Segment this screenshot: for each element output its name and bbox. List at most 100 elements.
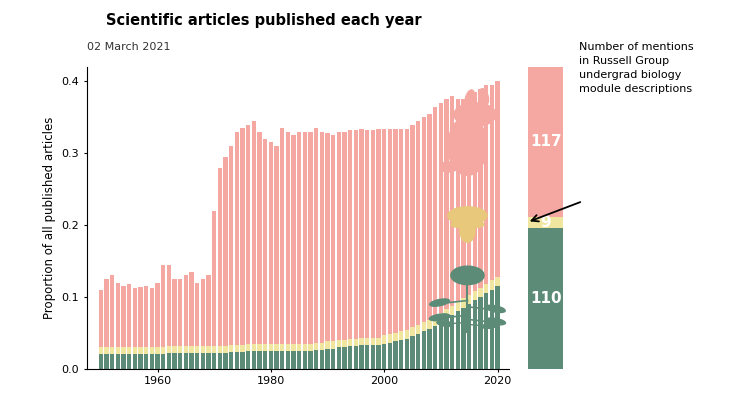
Bar [286,351,290,369]
Bar [354,339,358,346]
Bar [178,279,182,346]
Bar [479,88,483,287]
Bar [461,308,466,369]
Bar [144,354,149,369]
Ellipse shape [480,89,489,104]
Bar [405,330,409,339]
Bar [297,351,302,369]
Bar [223,353,228,369]
Bar [229,146,233,345]
Bar [308,132,313,344]
Bar [173,279,176,346]
Bar [342,132,347,340]
Bar [178,346,182,353]
Bar [110,354,115,369]
Bar [399,129,403,331]
Y-axis label: Proportion of all published articles: Proportion of all published articles [43,117,56,319]
Bar [207,346,210,353]
Bar [405,339,409,369]
Bar [394,333,397,341]
Bar [348,339,352,346]
Bar [529,67,563,217]
Bar [382,335,386,344]
Bar [394,341,397,369]
Bar [99,290,103,347]
Bar [314,128,318,343]
Bar [280,344,284,352]
Bar [263,352,268,369]
Bar [99,347,103,354]
Circle shape [454,103,496,126]
Ellipse shape [486,318,505,325]
Bar [337,347,341,369]
Bar [490,85,494,280]
Bar [467,295,471,304]
Ellipse shape [482,323,498,328]
Bar [416,325,421,334]
Bar [268,352,273,369]
Circle shape [451,266,484,285]
Bar [461,298,466,308]
Bar [473,92,477,291]
Bar [297,132,302,344]
Bar [388,334,392,343]
Bar [360,129,363,338]
Bar [473,291,477,300]
Bar [144,286,149,347]
Text: 110: 110 [530,291,562,306]
Bar [201,279,205,346]
Text: Number of mentions
in Russell Group
undergrad biology
module descriptions: Number of mentions in Russell Group unde… [579,42,694,94]
Bar [360,345,363,369]
Bar [189,346,194,353]
Bar [110,347,115,354]
Bar [139,287,143,347]
Bar [456,302,460,311]
Bar [161,354,165,369]
Bar [479,287,483,297]
Bar [410,124,415,327]
Bar [365,345,369,369]
Bar [195,346,199,353]
Bar [257,344,262,352]
Bar [410,327,415,336]
Bar [127,284,131,347]
Bar [104,347,109,354]
Bar [297,344,302,351]
Bar [439,313,443,322]
Ellipse shape [486,305,505,313]
Bar [428,329,432,369]
Text: 9: 9 [541,215,551,230]
Bar [382,129,386,335]
Bar [484,284,489,293]
Bar [467,304,471,369]
Bar [252,344,256,352]
Bar [252,121,256,344]
Bar [116,347,120,354]
Bar [371,129,375,338]
Bar [241,128,245,345]
Bar [218,353,222,369]
Bar [189,353,194,369]
Bar [229,345,233,352]
Ellipse shape [448,116,487,175]
Bar [416,334,421,369]
Bar [201,346,205,353]
Bar [263,139,268,344]
Bar [218,168,222,346]
Bar [139,347,143,354]
Bar [439,322,443,369]
Bar [314,350,318,369]
Bar [104,279,109,347]
Bar [121,354,126,369]
Bar [257,132,262,344]
Bar [241,352,245,369]
Bar [450,315,455,369]
Bar [484,293,489,369]
Bar [155,282,160,347]
Bar [286,344,290,351]
Bar [320,132,324,343]
Bar [212,346,216,353]
Bar [246,124,250,344]
Bar [433,316,437,326]
Ellipse shape [437,321,453,326]
